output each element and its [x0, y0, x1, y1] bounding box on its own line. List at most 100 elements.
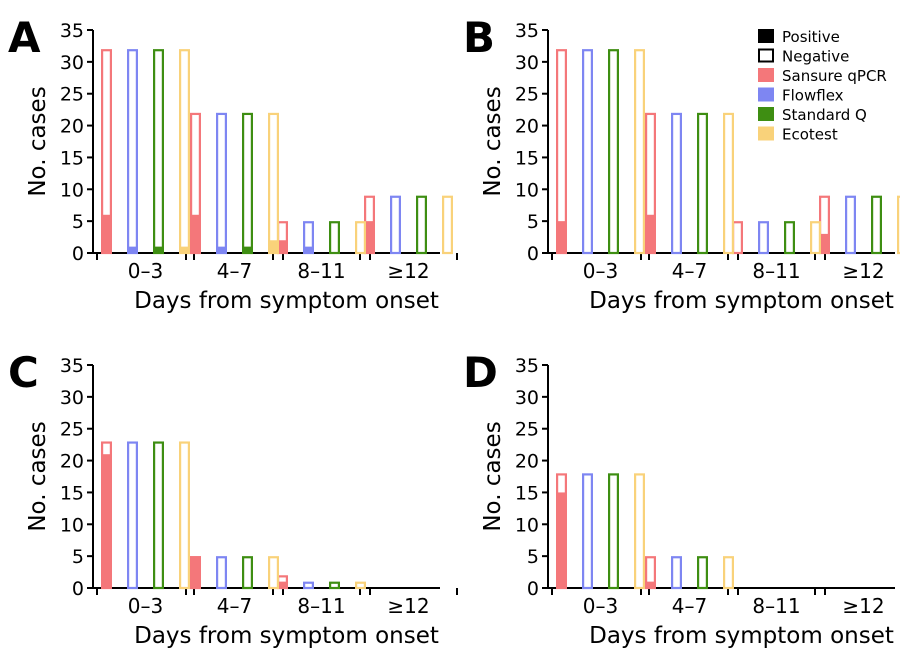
y-tick-label: 30: [60, 387, 84, 409]
bar-flowflex-total: [758, 221, 770, 255]
bar-standard-q-total: [697, 112, 709, 255]
x-tick-label: 4–7: [672, 259, 707, 283]
legend-label: Negative: [782, 48, 849, 66]
legend-label: Sansure qPCR: [782, 67, 887, 85]
y-tick-label: 30: [515, 52, 539, 74]
bar-flowflex-positive: [127, 246, 138, 253]
legend-swatch: [758, 87, 774, 102]
y-tick-label: 5: [527, 211, 539, 233]
bar-flowflex-positive: [216, 246, 227, 253]
bar-standard-q-total: [871, 195, 883, 255]
bar-standard-q-total: [697, 556, 709, 590]
panel-letter: B: [463, 13, 495, 62]
x-tick-label: ≥12: [387, 259, 429, 283]
bar-flowflex-total: [845, 195, 857, 255]
bar-flowflex-positive: [303, 246, 314, 253]
bar-sansure-qpcr-positive: [364, 221, 375, 253]
legend-swatch: [758, 48, 774, 63]
x-tick-label: 8–11: [752, 594, 800, 618]
x-tick-label: 4–7: [217, 594, 252, 618]
bar-ecotest-total: [723, 112, 735, 255]
x-tick-label: 0–3: [128, 259, 163, 283]
bar-flowflex-total: [582, 49, 594, 255]
y-tick-label: 25: [60, 84, 84, 106]
bar-standard-q-total: [329, 221, 341, 255]
y-tick-label: 15: [60, 147, 84, 169]
bar-flowflex-total: [390, 195, 402, 255]
bar-standard-q-total: [329, 581, 341, 590]
bar-flowflex-total: [127, 441, 139, 590]
y-tick-label: 10: [60, 179, 84, 201]
bar-sansure-qpcr-positive: [190, 214, 201, 253]
panel-d: D No. cases 0 5 10 15 20 25 30 35 0–3 4–7 8–11 ≥12 Day…: [463, 348, 895, 649]
y-tick-label: 10: [515, 514, 539, 536]
bar-standard-q-total: [608, 473, 620, 590]
legend-swatch: [758, 29, 774, 43]
y-tick-label: 20: [515, 116, 539, 138]
bar-ecotest-total: [355, 581, 367, 590]
bar-ecotest-total: [442, 195, 454, 255]
bar-standard-q-total: [242, 556, 254, 590]
bar-sansure-qpcr-positive: [101, 454, 112, 588]
x-tick-label: 4–7: [217, 259, 252, 283]
y-tick-label: 35: [515, 20, 539, 42]
panel-letter: C: [8, 348, 39, 397]
bar-sansure-qpcr-positive: [819, 233, 830, 253]
bar-standard-q-positive: [153, 246, 164, 253]
y-tick-label: 30: [515, 387, 539, 409]
y-tick-label: 5: [72, 546, 84, 568]
bar-flowflex-total: [582, 473, 594, 590]
y-axis-title: No. cases: [25, 86, 51, 196]
bar-flowflex-total: [671, 556, 683, 590]
x-axis-title: Days from symptom onset: [134, 623, 439, 649]
x-tick-label: 8–11: [752, 259, 800, 283]
bar-ecotest-total: [723, 556, 735, 590]
y-tick-label: 25: [515, 84, 539, 106]
x-axis-title: Days from symptom onset: [589, 288, 894, 314]
panel-a: A No. cases 0 5 10 15 20 25 30 35 0–3 4–7 8–11 ≥12 Day…: [8, 13, 458, 314]
bar-sansure-qpcr-total: [732, 221, 744, 255]
legend-label: Ecotest: [782, 126, 838, 144]
legend-label: Positive: [782, 28, 840, 46]
x-axis-title: Days from symptom onset: [589, 623, 894, 649]
bar-ecotest-total: [810, 221, 822, 255]
panel-c: C No. cases 0 5 10 15 20 25 30 35 0–3 4–7 8–11 ≥12 Day…: [8, 348, 458, 649]
bar-standard-q-total: [153, 441, 165, 590]
x-tick-label: ≥12: [387, 594, 429, 618]
x-axis-title: Days from symptom onset: [134, 288, 439, 314]
bar-ecotest-total: [634, 49, 646, 255]
y-tick-label: 25: [60, 419, 84, 441]
y-tick-label: 15: [515, 482, 539, 504]
y-tick-label: 10: [60, 514, 84, 536]
legend-swatch: [758, 107, 774, 121]
x-tick-label: ≥12: [842, 259, 884, 283]
legend-label: Flowflex: [782, 87, 844, 105]
bar-flowflex-total: [127, 49, 139, 255]
y-tick-label: 15: [515, 147, 539, 169]
bar-flowflex-total: [303, 581, 315, 590]
bar-sansure-qpcr-positive: [556, 492, 567, 588]
legend-label: Standard Q: [782, 106, 867, 124]
y-tick-label: 20: [515, 451, 539, 473]
bar-standard-q-positive: [242, 246, 253, 253]
legend-swatch: [758, 68, 774, 82]
x-tick-label: 8–11: [297, 594, 345, 618]
x-tick-label: 0–3: [128, 594, 163, 618]
y-axis-title: No. cases: [480, 86, 506, 196]
y-tick-label: 35: [60, 355, 84, 377]
legend-swatch: [758, 126, 774, 141]
x-tick-label: 4–7: [672, 594, 707, 618]
bar-sansure-qpcr-positive: [645, 581, 656, 588]
y-tick-label: 5: [527, 546, 539, 568]
bar-standard-q-total: [416, 195, 428, 255]
bar-standard-q-total: [608, 49, 620, 255]
bar-ecotest-positive: [268, 240, 279, 253]
y-axis-title: No. cases: [25, 421, 51, 531]
y-tick-label: 20: [60, 116, 84, 138]
y-tick-label: 20: [60, 451, 84, 473]
bar-sansure-qpcr-positive: [556, 221, 567, 253]
y-tick-label: 0: [72, 243, 84, 265]
bar-ecotest-total: [179, 441, 191, 590]
